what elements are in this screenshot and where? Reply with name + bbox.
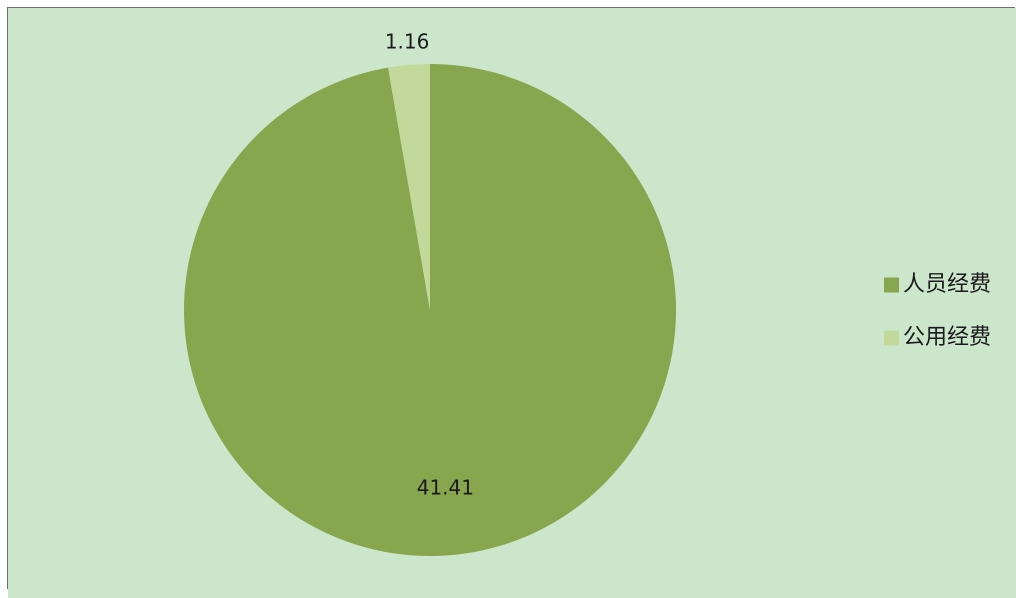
legend-label-1: 人员经费: [903, 272, 991, 297]
legend-label-2: 公用经费: [903, 325, 991, 350]
legend-swatch-1: [884, 277, 899, 293]
chart-panel: 41.41 1.16 人员经费公用经费: [7, 7, 1016, 598]
data-label-2: 1.16: [385, 29, 430, 53]
pie-slice-2: [388, 64, 430, 310]
legend-swatch-2: [884, 330, 899, 346]
pie-slices: [183, 64, 677, 556]
data-label-1: 41.41: [417, 475, 474, 499]
data-labels: 41.41 1.16: [385, 29, 474, 499]
